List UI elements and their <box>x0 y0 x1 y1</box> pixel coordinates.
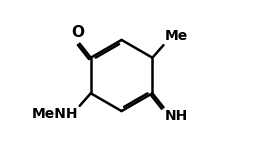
Text: NH: NH <box>164 109 187 123</box>
Text: MeNH: MeNH <box>31 107 78 121</box>
Text: O: O <box>71 25 84 40</box>
Text: Me: Me <box>164 29 187 43</box>
